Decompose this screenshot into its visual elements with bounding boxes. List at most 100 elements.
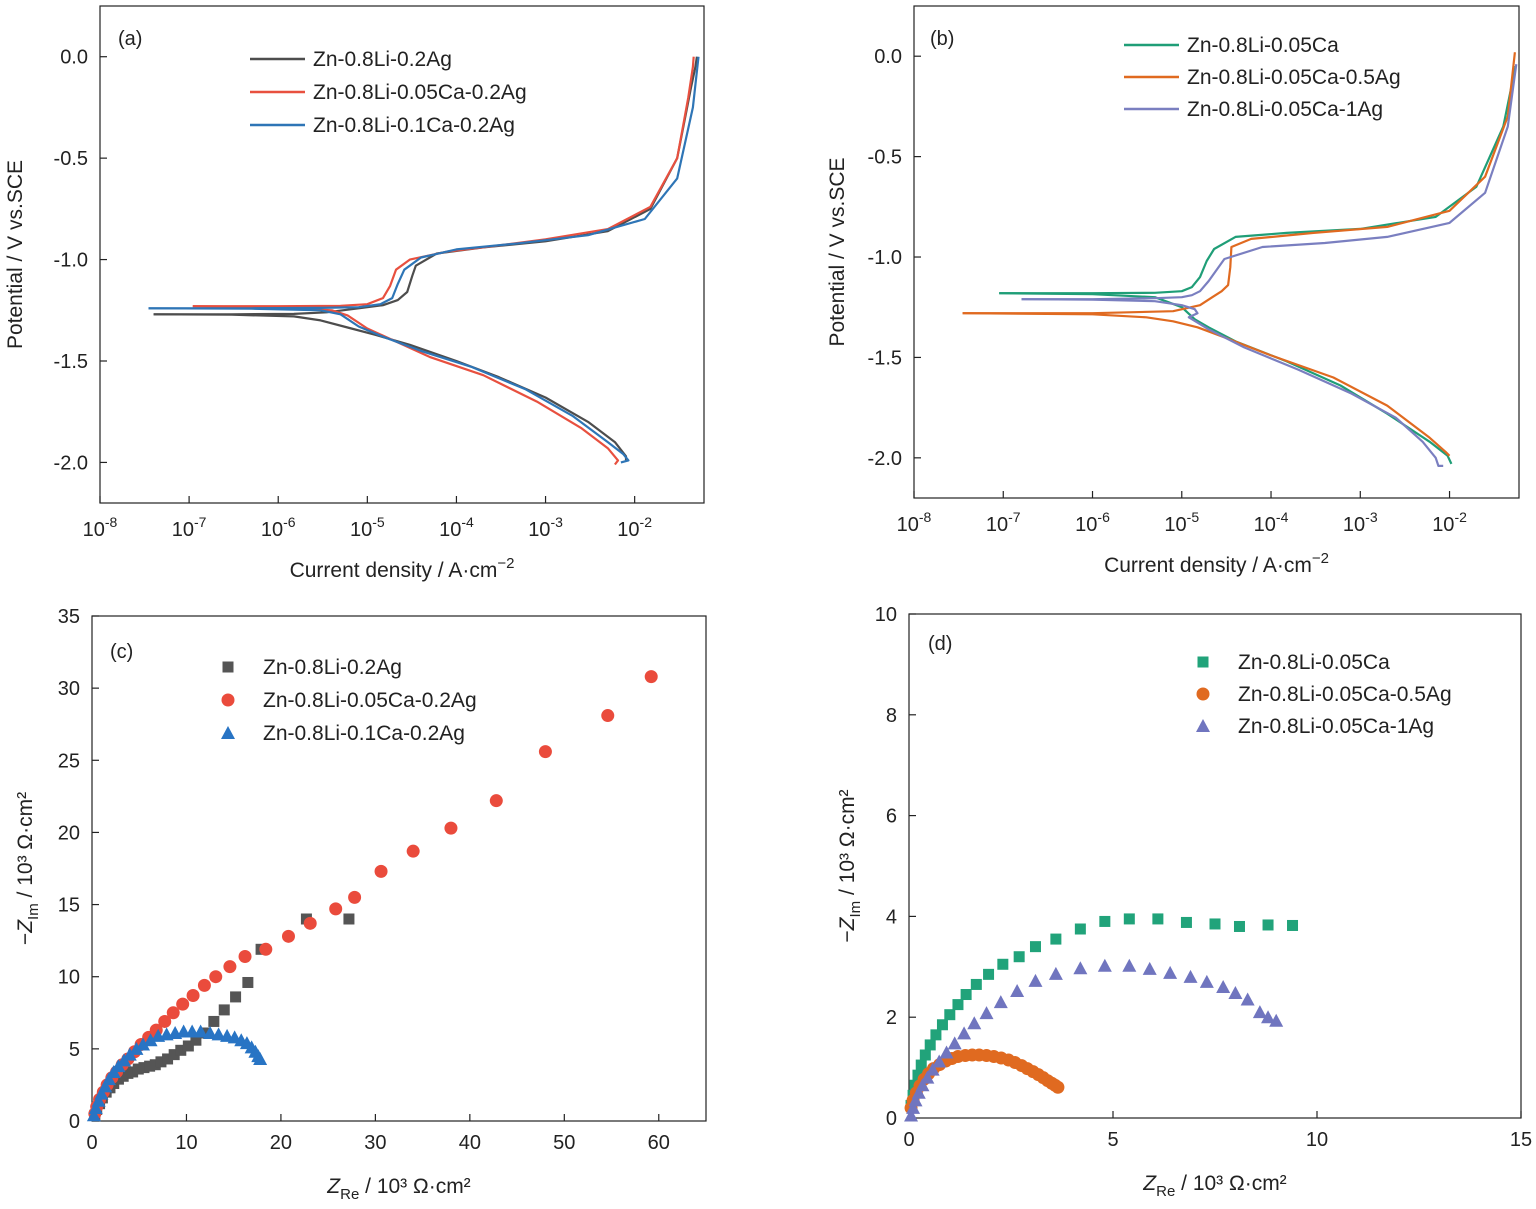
- data-point: [343, 913, 355, 925]
- cathodic-branch-line: [153, 313, 628, 461]
- y-axis-label: Potential / V vs.SCE: [826, 157, 849, 346]
- y-tick-label: 6: [886, 806, 897, 828]
- y-tick-label: -1.0: [54, 250, 88, 272]
- data-point: [915, 1059, 927, 1071]
- cathodic-branch-line: [148, 307, 630, 464]
- y-tick-label: 20: [58, 822, 80, 844]
- x-tick-label: 10-2: [617, 514, 652, 541]
- legend: Zn-0.8Li-0.05Ca Zn-0.8Li-0.05Ca-0.5Ag Zn-0…: [1124, 34, 1401, 121]
- legend-marker-swatch: [1196, 687, 1210, 701]
- data-point: [936, 1019, 948, 1031]
- series-3: [148, 56, 700, 464]
- y-tick-label: 0.0: [60, 47, 88, 69]
- panel-tag: (b): [930, 28, 954, 50]
- data-point: [158, 1014, 172, 1028]
- x-tick-label: 10-5: [350, 514, 385, 541]
- legend: Zn-0.8Li-0.05Ca Zn-0.8Li-0.05Ca-0.5Ag Zn-0…: [1196, 651, 1452, 738]
- data-point: [406, 844, 420, 858]
- data-point: [1233, 920, 1245, 932]
- data-point: [176, 997, 190, 1011]
- data-point: [924, 1039, 936, 1051]
- x-tick-label: 10-4: [439, 514, 474, 541]
- panel-c-nyquist-chart: 0 5 10 15 20 25 30 35 0 10 20 30 40 50 60 ZRe / 10³ Ω·c…: [14, 606, 707, 1203]
- x-tick-label: 10-8: [897, 509, 932, 536]
- data-point: [155, 1056, 167, 1068]
- legend: Zn-0.8Li-0.2Ag Zn-0.8Li-0.05Ca-0.2Ag Zn-0.…: [250, 48, 527, 137]
- data-point: [979, 1006, 994, 1020]
- y-tick-label: 35: [58, 606, 80, 628]
- x-tick-label: 10-3: [528, 514, 563, 541]
- y-tick-label: 15: [58, 895, 80, 917]
- legend-label: Zn-0.8Li-0.05Ca-1Ag: [1238, 715, 1434, 738]
- y-tick-label: 2: [886, 1007, 897, 1029]
- y-tick-label: -2.0: [54, 452, 88, 474]
- panel-tag: (d): [928, 633, 952, 655]
- data-point: [904, 1108, 919, 1122]
- y-tick-label: 25: [58, 750, 80, 772]
- legend-marker-swatch: [221, 693, 235, 707]
- legend-label: Zn-0.8Li-0.05Ca-0.5Ag: [1238, 683, 1452, 706]
- data-point: [947, 1036, 962, 1050]
- data-point: [1073, 961, 1088, 975]
- y-tick-label: -1.5: [868, 347, 902, 369]
- data-point: [162, 1053, 174, 1065]
- x-axis-label: ZRe / 10³ Ω·cm²: [326, 1175, 470, 1203]
- data-point: [1142, 961, 1157, 975]
- legend-label: Zn-0.8Li-0.05Ca: [1187, 34, 1339, 57]
- legend-label: Zn-0.8Li-0.05Ca: [1238, 651, 1390, 674]
- y-tick-label: -0.5: [54, 148, 88, 170]
- cathodic-branch-line: [1021, 298, 1444, 467]
- x-tick-label: 10: [175, 1132, 197, 1154]
- panel-b-polarization-chart: 0.0 -0.5 -1.0 -1.5 -2.0 10-8 10-7 10-6 10-5 10-4 1…: [826, 5, 1520, 577]
- data-point: [1240, 992, 1255, 1006]
- data-point: [122, 1047, 137, 1061]
- data-point: [944, 1009, 956, 1021]
- data-point: [983, 968, 995, 980]
- data-point: [1287, 919, 1299, 931]
- x-tick-label: 10-3: [1343, 509, 1378, 536]
- legend-label: Zn-0.8Li-0.2Ag: [263, 656, 402, 679]
- data-point: [138, 1062, 150, 1074]
- data-point: [997, 958, 1009, 970]
- data-point: [259, 942, 273, 956]
- data-point: [91, 1093, 106, 1107]
- data-point: [644, 670, 658, 684]
- legend-label: Zn-0.8Li-0.05Ca-1Ag: [1187, 98, 1383, 121]
- y-tick-label: 30: [58, 678, 80, 700]
- data-point: [1228, 986, 1243, 1000]
- data-point: [132, 1063, 144, 1075]
- legend-marker-swatch: [1197, 656, 1209, 668]
- legend-label: Zn-0.8Li-0.2Ag: [313, 48, 452, 71]
- data-point: [1010, 983, 1025, 997]
- data-point: [1074, 923, 1086, 935]
- data-point: [149, 1059, 161, 1071]
- data-point: [203, 1025, 218, 1039]
- x-axis-label: ZRe / 10³ Ω·cm²: [1142, 1172, 1286, 1200]
- x-tick-label: 10-6: [261, 514, 296, 541]
- x-tick-label: 10-8: [83, 514, 118, 541]
- data-point: [88, 1101, 103, 1115]
- data-point: [186, 988, 200, 1002]
- data-point: [1029, 941, 1041, 953]
- legend-marker-swatch: [221, 726, 235, 739]
- legend-label: Zn-0.8Li-0.1Ca-0.2Ag: [263, 722, 465, 745]
- data-point: [952, 999, 964, 1011]
- data-point: [932, 1054, 947, 1068]
- data-point: [223, 960, 237, 974]
- data-point: [230, 991, 242, 1003]
- data-point: [242, 976, 254, 988]
- x-tick-label: 50: [553, 1132, 575, 1154]
- y-axis-label: −ZIm / 10³ Ω·cm²: [14, 792, 42, 945]
- data-point: [238, 950, 252, 964]
- legend-label: Zn-0.8Li-0.05Ca-0.5Ag: [1187, 66, 1401, 89]
- data-point: [166, 1006, 180, 1020]
- y-tick-label: 10: [875, 604, 897, 626]
- y-tick-label: -1.5: [54, 351, 88, 373]
- data-point: [218, 1004, 230, 1016]
- y-tick-label: 5: [69, 1039, 80, 1061]
- legend-label: Zn-0.8Li-0.05Ca-0.2Ag: [263, 689, 477, 712]
- panel-tag: (a): [118, 28, 142, 50]
- x-axis-label: Current density / A·cm−2: [1104, 550, 1329, 577]
- series-1: [905, 913, 1299, 1111]
- data-point: [303, 916, 317, 930]
